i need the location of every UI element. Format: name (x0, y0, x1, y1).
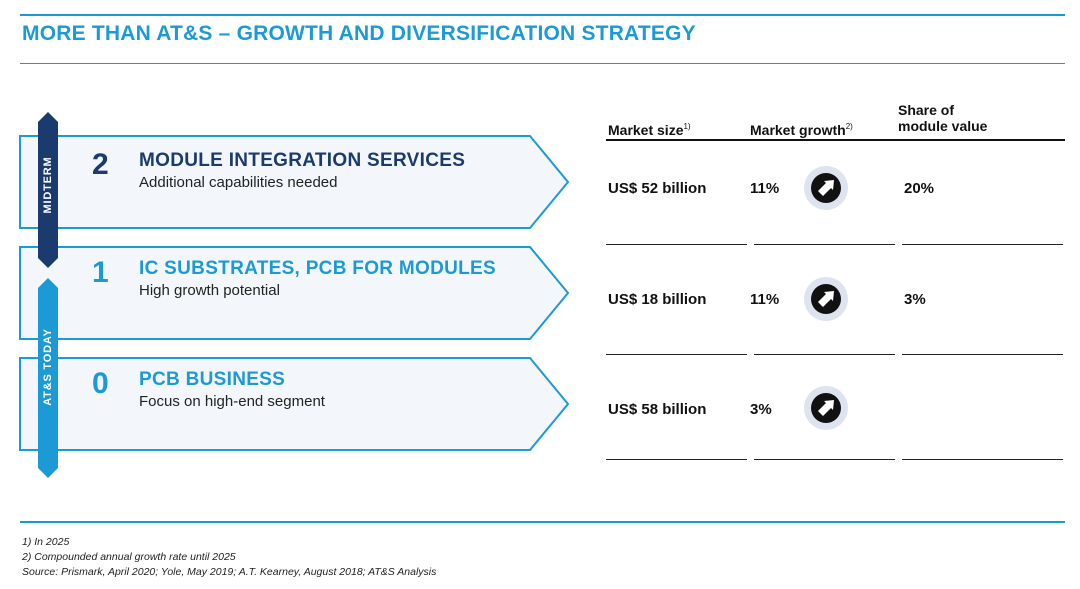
header-share-line1: Share of (898, 102, 955, 118)
today-arrow (38, 278, 58, 478)
page-title: MORE THAN AT&S – GROWTH AND DIVERSIFICAT… (22, 22, 696, 45)
market-size-cell: US$ 18 billion (608, 291, 707, 308)
market-growth-cell: 11% (750, 291, 780, 308)
midterm-arrow (38, 112, 58, 268)
chevron-pcb-business (19, 357, 570, 451)
market-size-cell: US$ 52 billion (608, 180, 707, 197)
arrow-up-right-icon (804, 386, 848, 430)
header-rule (606, 139, 1065, 141)
footnote-ref: 1) (683, 122, 691, 131)
share-cell: 20% (904, 180, 935, 197)
top-rule (20, 14, 1065, 16)
chevron-module-integration (19, 135, 570, 229)
arrow-up-right-icon (804, 166, 848, 210)
header-share: Share of module value (898, 102, 987, 134)
row-rule (754, 459, 895, 460)
chevron-ic-substrates (19, 246, 570, 340)
row-rule (902, 244, 1063, 245)
segment-subtitle: Focus on high-end segment (139, 393, 325, 410)
row-rule (902, 354, 1063, 355)
header-share-line2: module value (898, 118, 988, 134)
midterm-label: MIDTERM (42, 156, 54, 214)
footnote: 1) In 2025 (22, 536, 70, 548)
row-rule (754, 354, 895, 355)
segment-title: MODULE INTEGRATION SERVICES (139, 150, 466, 171)
row-rule (606, 244, 747, 245)
market-growth-cell: 11% (750, 180, 780, 197)
segment-title: PCB BUSINESS (139, 369, 286, 390)
row-rule (754, 244, 895, 245)
segment-subtitle: Additional capabilities needed (139, 174, 338, 191)
footnote-ref: 2) (845, 122, 853, 131)
source-note: Source: Prismark, April 2020; Yole, May … (22, 566, 437, 578)
header-market-growth-text: Market growth (750, 122, 846, 138)
header-market-size: Market size1) (608, 119, 691, 138)
arrow-up-right-icon (804, 277, 848, 321)
row-rule (606, 354, 747, 355)
share-cell: 3% (904, 291, 926, 308)
footer-rule (20, 521, 1065, 523)
segment-number: 2 (92, 148, 109, 181)
row-rule (902, 459, 1063, 460)
footnote: 2) Compounded annual growth rate until 2… (22, 551, 236, 563)
header-market-growth: Market growth2) (750, 119, 853, 138)
market-growth-cell: 3% (750, 401, 772, 418)
market-size-cell: US$ 58 billion (608, 401, 707, 418)
row-rule (606, 459, 747, 460)
title-rule (20, 63, 1065, 64)
segment-subtitle: High growth potential (139, 282, 280, 299)
segment-number: 1 (92, 256, 109, 289)
header-market-size-text: Market size (608, 122, 684, 138)
segment-number: 0 (92, 367, 109, 400)
today-label: AT&S TODAY (42, 328, 54, 406)
segment-title: IC SUBSTRATES, PCB FOR MODULES (139, 258, 496, 279)
